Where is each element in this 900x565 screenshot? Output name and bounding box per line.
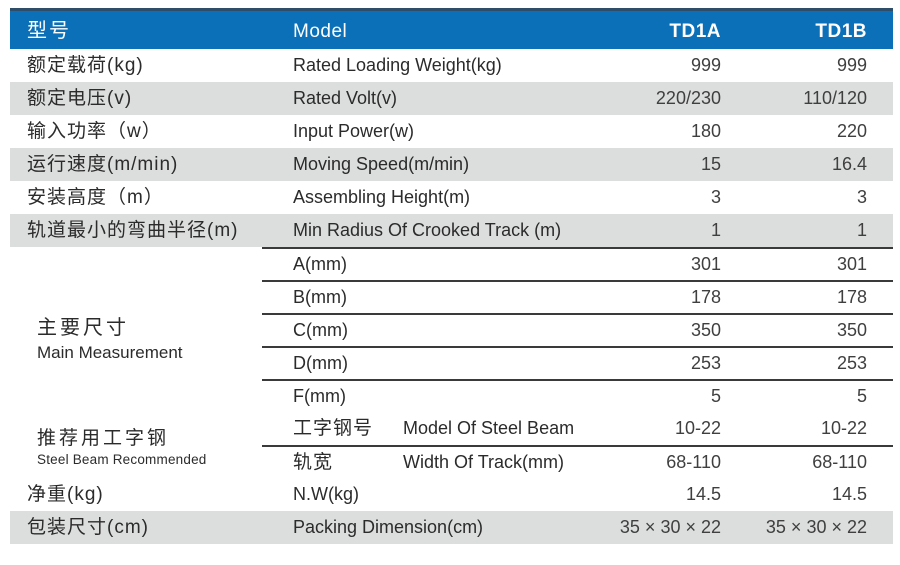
spec-row: 额定载荷(kg) Rated Loading Weight(kg) 999 999 — [10, 49, 893, 82]
td1b-value: 14.5 — [831, 484, 867, 504]
measurement-label: A(mm) — [293, 254, 347, 274]
spec-label-zh: 安装高度（m） — [27, 187, 164, 208]
td1a-value: 35 × 30 × 22 — [619, 517, 721, 537]
main-measurement-label-cell: 主要尺寸 Main Measurement — [10, 247, 262, 412]
td1b-value: 16.4 — [831, 154, 867, 174]
steel-beam-label-en: Steel Beam Recommended — [37, 452, 207, 467]
td1a-value: 1 — [710, 220, 721, 240]
measurement-row: D(mm) 253 253 — [262, 346, 893, 379]
steel-beam-row: 轨宽 Width Of Track(mm) 68-110 68-110 — [262, 445, 893, 478]
steel-beam-rows: 工字钢号 Model Of Steel Beam 10-22 10-22 轨宽 Width… — [262, 412, 893, 478]
bottom-spec-rows: 净重(kg) N.W(kg) 14.5 14.5 包装尺寸(cm) Packing Dim… — [10, 478, 893, 544]
steel-beam-row-label-zh: 工字钢号 — [293, 418, 374, 439]
spec-label-en: Moving Speed(m/min) — [293, 154, 470, 174]
spec-label-zh: 包装尺寸(cm) — [27, 517, 149, 538]
header-column-td1a: TD1A — [669, 21, 721, 42]
spec-label-zh: 输入功率（w） — [27, 121, 162, 142]
spec-label-en: Assembling Height(m) — [293, 187, 471, 207]
spec-label-zh: 运行速度(m/min) — [27, 154, 179, 175]
header-column-td1b: TD1B — [815, 21, 867, 42]
td1a-value: 10-22 — [674, 418, 721, 438]
spec-row: 净重(kg) N.W(kg) 14.5 14.5 — [10, 478, 893, 511]
measurement-label: C(mm) — [293, 320, 348, 340]
td1b-value: 35 × 30 × 22 — [765, 517, 867, 537]
measurement-row: F(mm) 5 5 — [262, 379, 893, 412]
td1b-value: 253 — [836, 353, 867, 373]
spec-label-en: Rated Loading Weight(kg) — [293, 55, 502, 75]
steel-beam-section: 推荐用工字钢 Steel Beam Recommended 工字钢号 Model … — [10, 412, 893, 478]
spec-label-zh: 轨道最小的弯曲半径(m) — [27, 220, 239, 241]
spec-row: 轨道最小的弯曲半径(m) Min Radius Of Crooked Track … — [10, 214, 893, 247]
measurement-row: A(mm) 301 301 — [262, 247, 893, 280]
steel-beam-label-cell: 推荐用工字钢 Steel Beam Recommended — [10, 412, 262, 478]
td1a-value: 68-110 — [666, 452, 721, 472]
td1b-value: 220 — [836, 121, 867, 141]
spec-label-en: N.W(kg) — [293, 484, 359, 504]
table-header-row: 型号 Model TD1A TD1B — [10, 8, 893, 49]
td1a-value: 5 — [710, 386, 721, 406]
spec-label-zh: 净重(kg) — [27, 484, 104, 505]
measurement-label: B(mm) — [293, 287, 347, 307]
td1b-value: 5 — [856, 386, 867, 406]
measurement-row: C(mm) 350 350 — [262, 313, 893, 346]
spec-label-en: Min Radius Of Crooked Track (m) — [293, 220, 562, 240]
steel-beam-row-label: 工字钢号 Model Of Steel Beam — [262, 412, 591, 445]
td1b-value: 999 — [836, 55, 867, 75]
steel-beam-row-label-en: Width Of Track(mm) — [403, 452, 564, 472]
main-measurement-section: 主要尺寸 Main Measurement A(mm) 301 301 B(mm) 17… — [10, 247, 893, 412]
steel-beam-row-label-en: Model Of Steel Beam — [403, 418, 575, 438]
td1a-value: 999 — [690, 55, 721, 75]
td1a-value: 178 — [690, 287, 721, 307]
main-measurement-label-zh: 主要尺寸 — [37, 316, 129, 339]
measurement-row: B(mm) 178 178 — [262, 280, 893, 313]
spec-row: 包装尺寸(cm) Packing Dimension(cm) 35 × 30 × 2… — [10, 511, 893, 544]
spec-label-zh: 额定载荷(kg) — [27, 55, 144, 76]
spec-row: 输入功率（w） Input Power(w) 180 220 — [10, 115, 893, 148]
td1b-value: 301 — [836, 254, 867, 274]
main-measurement-rows: A(mm) 301 301 B(mm) 178 178 C(mm) 350 350 D(mm) 25… — [262, 247, 893, 412]
steel-beam-row: 工字钢号 Model Of Steel Beam 10-22 10-22 — [262, 412, 893, 445]
product-spec-table: 型号 Model TD1A TD1B 额定载荷(kg) Rated Loading… — [10, 8, 893, 544]
td1b-value: 3 — [856, 187, 867, 207]
td1a-value: 350 — [690, 320, 721, 340]
td1a-value: 3 — [710, 187, 721, 207]
td1b-value: 68-110 — [812, 452, 867, 472]
td1b-value: 110/120 — [803, 88, 867, 108]
spec-label-en: Rated Volt(v) — [293, 88, 398, 108]
steel-beam-row-label-zh: 轨宽 — [293, 452, 334, 473]
td1b-value: 350 — [836, 320, 867, 340]
steel-beam-row-label: 轨宽 Width Of Track(mm) — [262, 447, 591, 478]
measurement-label: D(mm) — [293, 353, 348, 373]
td1b-value: 178 — [836, 287, 867, 307]
spec-row: 运行速度(m/min) Moving Speed(m/min) 15 16.4 — [10, 148, 893, 181]
td1a-value: 220/230 — [655, 88, 721, 108]
spec-row: 安装高度（m） Assembling Height(m) 3 3 — [10, 181, 893, 214]
spec-label-en: Input Power(w) — [293, 121, 415, 141]
header-model-zh: 型号 — [27, 20, 71, 42]
main-measurement-label-en: Main Measurement — [37, 342, 183, 362]
simple-spec-rows: 额定载荷(kg) Rated Loading Weight(kg) 999 999 额定… — [10, 49, 893, 247]
spec-label-zh: 额定电压(v) — [27, 88, 133, 109]
td1a-value: 14.5 — [685, 484, 721, 504]
td1b-value: 10-22 — [820, 418, 867, 438]
td1a-value: 301 — [690, 254, 721, 274]
header-model-en: Model — [293, 21, 348, 42]
td1a-value: 15 — [700, 154, 721, 174]
td1a-value: 253 — [690, 353, 721, 373]
steel-beam-label-zh: 推荐用工字钢 — [37, 428, 170, 449]
td1b-value: 1 — [856, 220, 867, 240]
td1a-value: 180 — [690, 121, 721, 141]
spec-row: 额定电压(v) Rated Volt(v) 220/230 110/120 — [10, 82, 893, 115]
spec-label-en: Packing Dimension(cm) — [293, 517, 484, 537]
measurement-label: F(mm) — [293, 386, 346, 406]
